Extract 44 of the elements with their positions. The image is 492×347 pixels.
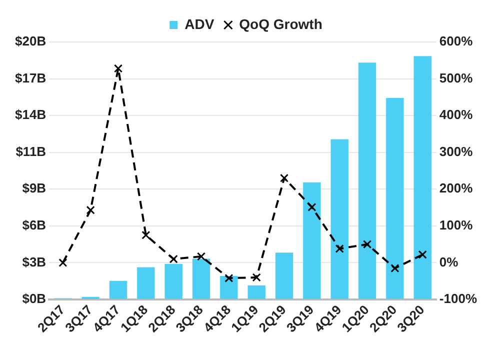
bar [330, 139, 348, 299]
y-tick-label: $0B [22, 291, 46, 306]
bar [358, 62, 376, 299]
y-tick-label: $6B [22, 217, 46, 232]
point [196, 252, 206, 261]
bar [137, 267, 155, 299]
point [86, 206, 95, 214]
point [418, 250, 427, 259]
bar [303, 182, 321, 299]
legend-label: QoQ Growth [239, 16, 322, 32]
point [58, 258, 68, 267]
point [169, 254, 178, 264]
y2-tick-label: 0% [439, 254, 459, 270]
bar [220, 276, 238, 299]
y-tick-label: $9B [22, 180, 46, 196]
y-tick-label: $11B [16, 144, 46, 159]
point [335, 244, 344, 254]
y-tick-label: $14B [15, 107, 46, 122]
bar [275, 252, 294, 299]
point [280, 174, 289, 182]
y2-tick-label: 200% [439, 180, 474, 196]
y-tick-label: $3B [22, 254, 46, 270]
point [252, 273, 261, 282]
y2-tick-label: 500% [439, 70, 474, 86]
point [142, 230, 150, 240]
y2-tick-label: 600% [439, 34, 474, 49]
y2-tick-label: 100% [439, 217, 474, 232]
y-tick-label: $20B [15, 34, 46, 49]
bar [192, 258, 210, 299]
point [224, 274, 234, 282]
y-tick-label: $17B [15, 70, 46, 86]
y2-tick-label: 400% [439, 107, 474, 122]
bar [109, 280, 128, 299]
point [390, 264, 400, 272]
bar [248, 285, 266, 299]
y2-tick-label: -100% [439, 291, 478, 306]
bar [386, 98, 404, 299]
legend-label: ADV [184, 16, 215, 32]
point [362, 240, 372, 249]
bar [164, 264, 182, 299]
point [114, 64, 123, 73]
point [308, 202, 316, 212]
bar [414, 56, 432, 299]
y2-tick-label: 300% [439, 144, 474, 159]
